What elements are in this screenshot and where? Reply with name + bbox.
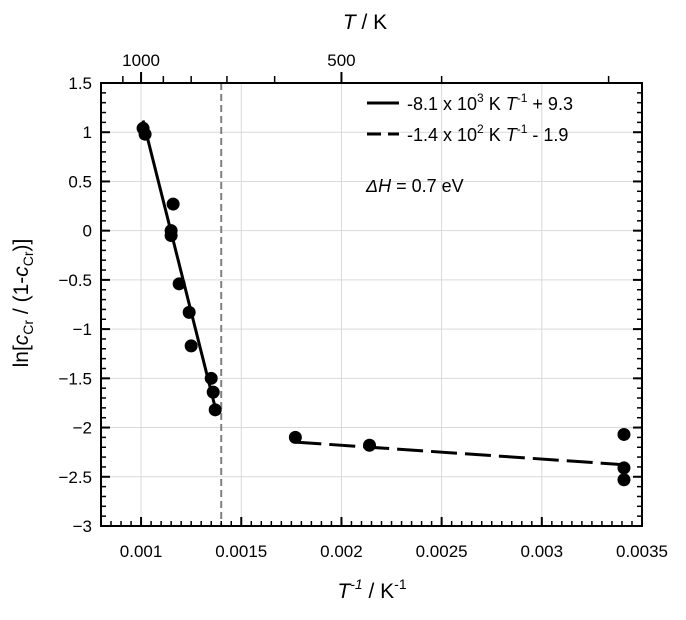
data-point [208, 403, 222, 417]
data-point [182, 305, 196, 319]
plot-frame [100, 82, 643, 527]
x-axis-title: T-1 / K-1 [337, 576, 406, 603]
top-axis-title: T / K [343, 11, 387, 34]
x-tick-label: 0.0015 [215, 542, 267, 561]
data-point [164, 229, 178, 243]
y-tick-label: −2 [73, 419, 92, 438]
x-axis-title-symbol: T [337, 580, 352, 603]
y-axis-title-sub1: Cr [20, 320, 36, 335]
fit-line-dashed [295, 440, 625, 467]
legend-entry-solid: -8.1 x 103 K T-1 + 9.3 [407, 91, 573, 114]
legend-entry-dashed-unit: K [484, 125, 506, 145]
y-axis-title-c2: c [10, 266, 33, 277]
x-tick-label: 0.0035 [616, 542, 668, 561]
enthalpy-symbol: ΔH [365, 176, 392, 196]
y-tick-label: 0.5 [68, 172, 92, 191]
y-axis-title-suffix: )] [10, 239, 33, 252]
data-point [204, 371, 218, 385]
fits-layer [141, 120, 625, 467]
y-tick-label: 0 [83, 222, 92, 241]
y-tick-label: −1 [73, 320, 92, 339]
x-axis-title-symbol-exponent: -1 [350, 576, 362, 592]
tick-labels-layer: 0.001 0.0015 0.002 0.0025 0.003 0.0035 1.5 1 0.5… [58, 51, 668, 561]
legend-entry-dashed-symbol: T [506, 125, 519, 145]
data-point [184, 339, 198, 353]
y-axis-title-prefix: ln[ [10, 345, 33, 367]
data-point [362, 438, 376, 452]
legend-entry-solid-inverse: -1 [517, 91, 528, 105]
y-axis-title-middle: / (1- [10, 277, 33, 320]
y-tick-label: −2.5 [58, 468, 92, 487]
x-tick-label: 0.002 [320, 542, 363, 561]
y-axis-title-c1: c [10, 334, 33, 345]
legend-entry-solid-unit: K [484, 94, 506, 114]
legend-entry-solid-exponent: 3 [477, 91, 484, 105]
enthalpy-value: = 0.7 eV [391, 176, 464, 196]
top-axis-title-symbol: T [343, 11, 358, 34]
x-axis-title-unit: / K [363, 580, 395, 603]
y-axis-title: ln[cCr / (1-cCr)] [10, 239, 36, 368]
y-tick-label: 1 [83, 123, 92, 142]
data-point [617, 427, 631, 441]
x-tick-label: 0.001 [120, 542, 163, 561]
top-tick-label: 1000 [122, 51, 160, 70]
grid [101, 83, 642, 526]
y-tick-label: −0.5 [58, 271, 92, 290]
data-point [138, 127, 152, 141]
x-axis-title-unit-exponent: -1 [394, 576, 407, 592]
data-point [617, 473, 631, 487]
legend-entry-solid-symbol: T [506, 94, 519, 114]
legend-entry-solid-intercept: + 9.3 [527, 94, 573, 114]
y-axis-title-sub2: Cr [20, 251, 36, 266]
enthalpy-annotation: ΔH = 0.7 eV [365, 176, 464, 196]
ticks-layer [101, 72, 643, 527]
points-layer [136, 121, 631, 487]
x-tick-label: 0.0025 [416, 542, 468, 561]
data-point [166, 197, 180, 211]
data-point [172, 277, 186, 291]
legend-entry-solid-part1: -8.1 x 10 [407, 94, 477, 114]
y-tick-label: −3 [73, 517, 92, 536]
legend-entry-dashed-intercept: - 1.9 [527, 125, 568, 145]
legend-entry-dashed-part1: -1.4 x 10 [407, 125, 477, 145]
top-axis-title-unit: / K [356, 11, 388, 34]
y-tick-label: −1.5 [58, 369, 92, 388]
top-tick-label: 500 [327, 51, 355, 70]
data-point [617, 461, 631, 475]
legend-entry-dashed-inverse: -1 [517, 122, 528, 136]
data-point [206, 385, 220, 399]
data-point [288, 430, 302, 444]
x-tick-label: 0.003 [521, 542, 564, 561]
legend-entry-dashed-exponent: 2 [477, 122, 484, 136]
legend: -8.1 x 103 K T-1 + 9.3 -1.4 x 102 K T-1 … [367, 91, 573, 145]
legend-entry-dashed: -1.4 x 102 K T-1 - 1.9 [407, 122, 568, 145]
fit-line-solid [141, 120, 217, 408]
y-tick-label: 1.5 [68, 74, 92, 93]
